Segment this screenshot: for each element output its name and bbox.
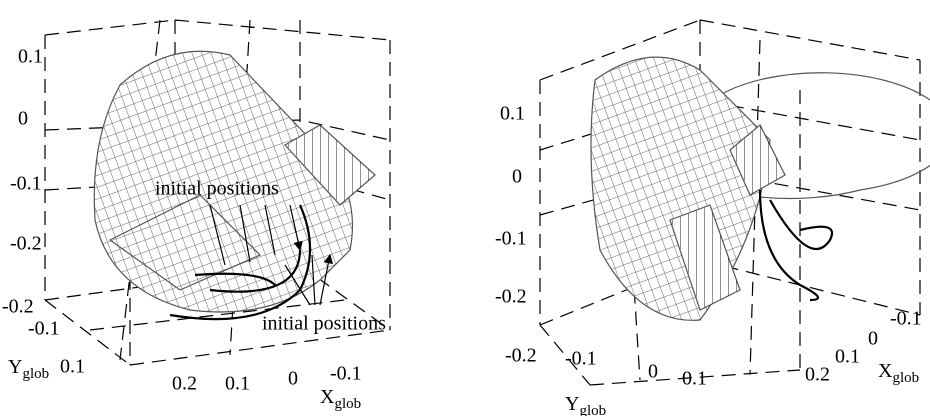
axis-label-main: Y xyxy=(565,393,579,415)
x-tick-label: 0.1 xyxy=(835,346,860,368)
x-tick-label: 0.2 xyxy=(172,373,197,395)
y-axis-label: Yglob xyxy=(8,356,49,383)
z-tick-label: 0 xyxy=(512,166,522,188)
z-tick-label: 0.1 xyxy=(500,103,525,125)
y-tick-label: -0.1 xyxy=(28,318,60,340)
annotation: initial positions xyxy=(155,178,279,200)
z-tick-label: 0.1 xyxy=(18,46,43,68)
y-tick-label: 0 xyxy=(648,361,658,383)
axis-label-main: X xyxy=(878,360,893,382)
y-tick-label: -0.2 xyxy=(2,296,34,318)
z-tick-label: -0.2 xyxy=(495,286,527,308)
x-axis-label: Xglob xyxy=(320,386,361,413)
axis-label-main: X xyxy=(320,386,335,408)
z-tick-label: -0.2 xyxy=(10,233,42,255)
y-tick-label: 0.1 xyxy=(60,356,85,378)
x-tick-label: 0.2 xyxy=(805,364,830,386)
axis-label-sub: glob xyxy=(579,403,606,416)
x-tick-label: -0.1 xyxy=(890,308,922,330)
right-plot xyxy=(539,19,930,386)
axis-label-sub: glob xyxy=(892,370,919,386)
axis-label-sub: glob xyxy=(334,396,361,412)
z-tick-label: -0.1 xyxy=(495,228,527,250)
axis-label-sub: glob xyxy=(22,366,49,382)
x-tick-label: -0.1 xyxy=(330,363,362,385)
y-tick-label: -0.2 xyxy=(505,345,537,367)
x-tick-label: 0 xyxy=(288,368,298,390)
y-axis-label: Yglob xyxy=(565,393,606,416)
x-tick-label: 0 xyxy=(868,328,878,350)
z-tick-label: 0 xyxy=(18,108,28,130)
labels: 0.10-0.1-0.2-0.2-0.10.10.2 0.1 0 -0.1XglobY… xyxy=(2,46,922,416)
x-tick-label: 0.1 xyxy=(225,373,250,395)
annotation: initial positions xyxy=(262,313,386,335)
z-tick-label: -0.1 xyxy=(10,173,42,195)
y-tick-label: 0.1 xyxy=(682,368,707,390)
x-axis-label: Xglob xyxy=(878,360,919,387)
y-tick-label: -0.1 xyxy=(565,348,597,370)
axis-label-main: Y xyxy=(8,356,22,378)
left-plot xyxy=(44,19,391,366)
